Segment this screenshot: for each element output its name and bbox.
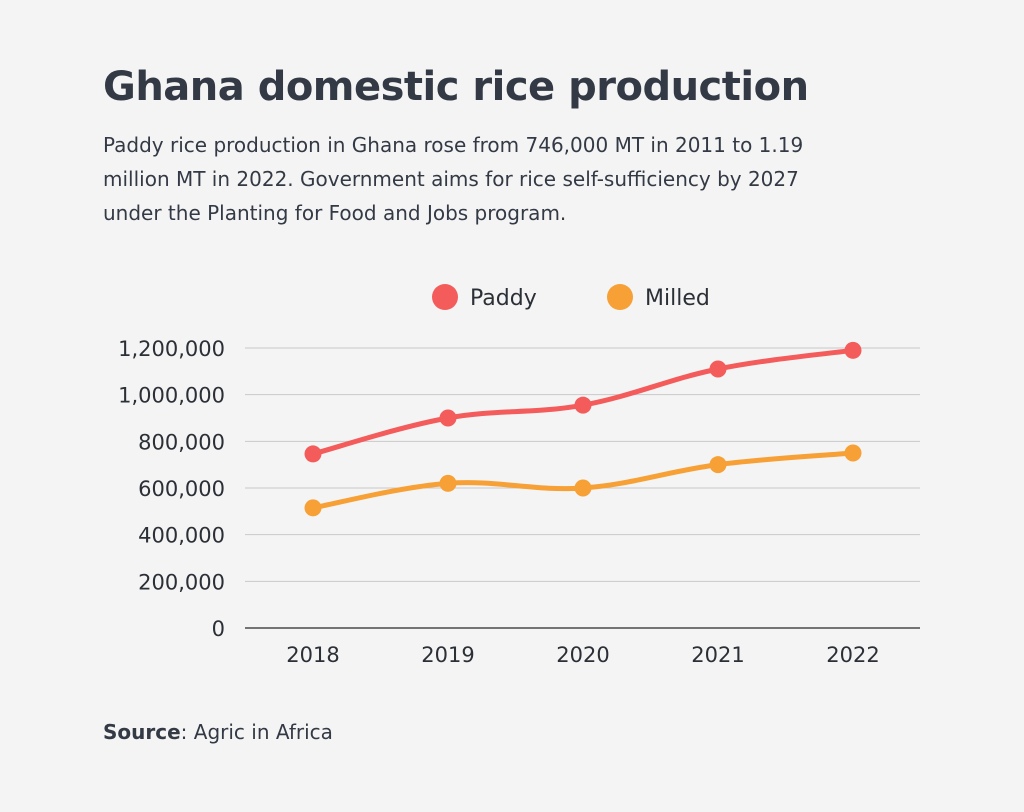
paddy-point-2021[interactable] [709, 360, 727, 378]
paddy-point-2020[interactable] [574, 396, 592, 414]
y-tick-label: 1,200,000 [118, 337, 225, 361]
paddy-point-2019[interactable] [439, 409, 457, 427]
source-note: Source: Agric in Africa [103, 720, 333, 744]
legend-label-milled: Milled [645, 286, 710, 311]
series-milled [304, 444, 862, 517]
x-tick-label: 2022 [826, 643, 879, 667]
milled-point-2020[interactable] [574, 479, 592, 497]
milled-point-2022[interactable] [844, 444, 862, 462]
source-text: : Agric in Africa [180, 720, 333, 744]
chart-subtitle: Paddy rice production in Ghana rose from… [103, 133, 804, 225]
chart-title: Ghana domestic rice production [103, 64, 809, 110]
x-axis-ticks: 2018 2019 2020 2021 2022 [286, 643, 879, 667]
legend-swatch-milled [607, 284, 633, 310]
series-paddy [304, 341, 862, 463]
milled-point-2019[interactable] [439, 474, 457, 492]
grid-lines [245, 347, 920, 629]
milled-point-2021[interactable] [709, 456, 727, 474]
x-tick-label: 2020 [556, 643, 609, 667]
legend-label-paddy: Paddy [470, 286, 537, 311]
legend-swatch-paddy [432, 284, 458, 310]
y-tick-label: 200,000 [138, 570, 225, 594]
source-label: Source [103, 720, 181, 744]
paddy-point-2022[interactable] [844, 341, 862, 359]
y-tick-label: 400,000 [138, 524, 225, 548]
y-tick-label: 600,000 [138, 477, 225, 501]
y-axis-ticks: 0 200,000 400,000 600,000 800,000 1,000,000 1,… [118, 337, 225, 641]
y-tick-label: 800,000 [138, 430, 225, 454]
legend-item-milled[interactable]: Milled [607, 284, 710, 311]
legend-item-paddy[interactable]: Paddy [432, 284, 537, 311]
legend[interactable]: Paddy Milled [432, 284, 710, 311]
series-lines [304, 341, 862, 517]
milled-point-2018[interactable] [304, 499, 322, 517]
x-tick-label: 2019 [421, 643, 474, 667]
paddy-point-2018[interactable] [304, 445, 322, 463]
y-tick-label: 1,000,000 [118, 384, 225, 408]
x-tick-label: 2021 [691, 643, 744, 667]
x-tick-label: 2018 [286, 643, 339, 667]
y-tick-label: 0 [212, 617, 225, 641]
